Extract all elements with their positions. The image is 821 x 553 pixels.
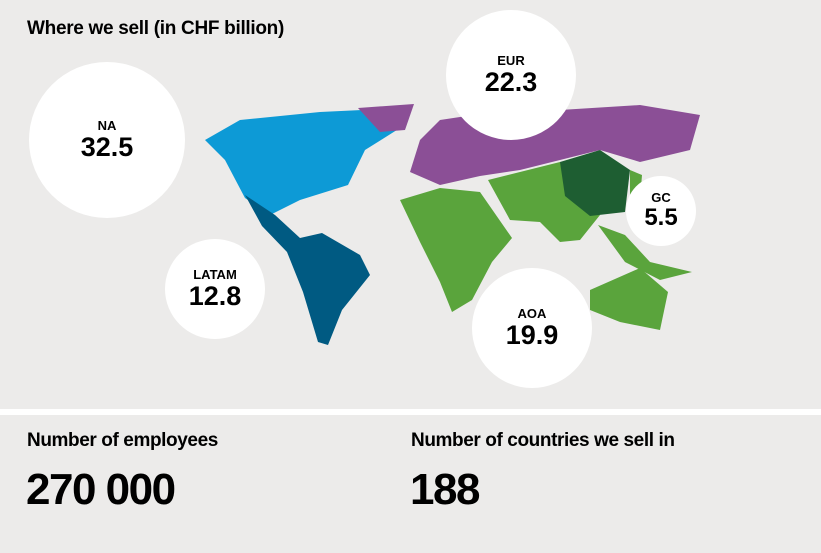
bubble-na: NA 32.5 <box>29 62 185 218</box>
infographic-title: Where we sell (in CHF billion) <box>27 18 285 39</box>
region-value: 22.3 <box>484 66 538 97</box>
bubble-gc: GC 5.5 <box>626 176 696 246</box>
region-label: GC <box>651 190 671 206</box>
bubble-aoa: AOA 19.9 <box>472 268 592 388</box>
region-label: AOA <box>517 305 547 321</box>
region-latam-shape <box>245 195 370 345</box>
region-value: 5.5 <box>644 204 678 232</box>
region-aoa-africa-shape <box>400 188 512 312</box>
countries-label: Number of countries we sell in <box>411 430 675 451</box>
region-na-greenland-shape <box>358 104 414 132</box>
region-gc-shape <box>560 150 630 216</box>
region-value: 32.5 <box>80 131 134 162</box>
region-label: LATAM <box>193 266 237 282</box>
region-value: 12.8 <box>188 280 242 311</box>
region-value: 19.9 <box>505 319 559 350</box>
region-aoa-australia-shape <box>590 268 668 330</box>
countries-value: 188 <box>410 465 480 514</box>
region-label: EUR <box>497 52 525 68</box>
region-aoa-seasia-shape <box>598 225 692 280</box>
bubble-latam: LATAM 12.8 <box>165 239 265 339</box>
employees-value: 270 000 <box>26 465 176 514</box>
region-na-shape <box>205 110 400 215</box>
region-label: NA <box>97 117 117 133</box>
employees-label: Number of employees <box>27 430 218 451</box>
bubble-eur: EUR 22.3 <box>446 10 576 140</box>
divider <box>0 409 821 415</box>
